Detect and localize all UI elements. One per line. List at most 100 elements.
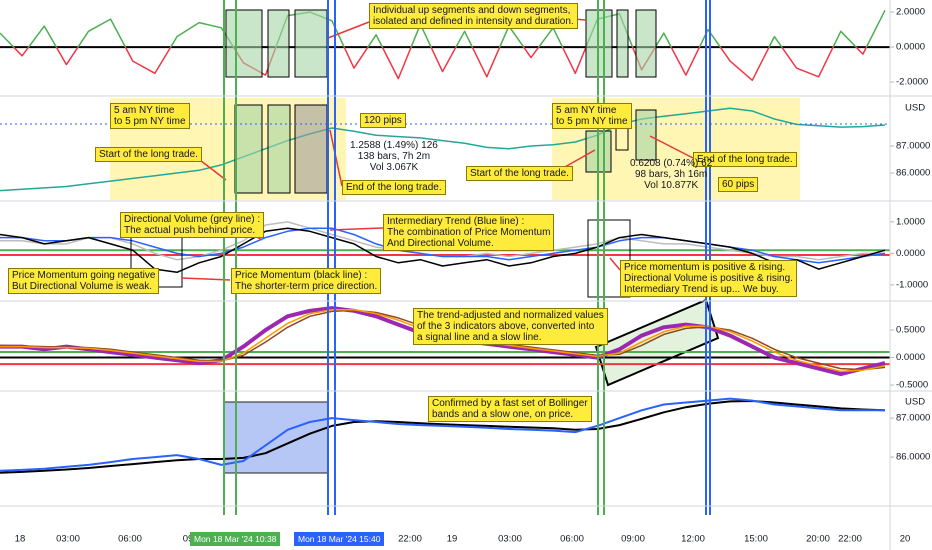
y-tick-label: 87.0000 bbox=[896, 413, 930, 424]
y-tick-label: 0.5000 bbox=[896, 325, 925, 336]
annotation-line: Vol 3.067K bbox=[369, 162, 419, 173]
annotation-line: The actual push behind price. bbox=[124, 225, 256, 236]
annotation: Price Momentum (black line) : The shorter… bbox=[231, 268, 382, 294]
annotation-line: of the 3 indicators above, converted int… bbox=[417, 321, 595, 332]
annotation: Individual up segments and down segments… bbox=[369, 3, 578, 29]
annotation: 5 am NY time to 5 pm NY time bbox=[110, 103, 190, 129]
annotation-line: bands and a slow one, on price. bbox=[432, 409, 574, 420]
x-tick-label: 09 bbox=[183, 534, 194, 545]
x-tick-label: 22:00 bbox=[398, 534, 422, 545]
annotation-line: 120 pips bbox=[364, 115, 402, 126]
annotation-line: Price Momentum (black line) : bbox=[235, 270, 368, 281]
annotation-line: The trend-adjusted and normalized values bbox=[417, 310, 604, 321]
annotation: Intermediary Trend (Blue line) : The comb… bbox=[383, 214, 555, 251]
exit-lines bbox=[327, 0, 711, 515]
annotation-line: isolated and defined in intensity and du… bbox=[373, 16, 574, 27]
box bbox=[635, 9, 657, 78]
x-tick-label: 09:00 bbox=[621, 534, 645, 545]
y-tick-label: 1.0000 bbox=[896, 216, 925, 227]
annotation-line: Directional Volume (grey line) : bbox=[124, 214, 261, 225]
x-tick-label: 20 bbox=[900, 534, 911, 545]
y-tick-label: 0.0000 bbox=[896, 248, 925, 259]
box bbox=[616, 9, 629, 78]
annotation-line: Start of the long trade. bbox=[470, 168, 569, 179]
annotation: End of the long trade. bbox=[342, 180, 446, 195]
series-line bbox=[0, 107, 886, 192]
annotation-line: The shorter-term price direction. bbox=[235, 281, 378, 292]
channel-box bbox=[594, 298, 720, 387]
annotation-line: Vol 10.877K bbox=[644, 180, 699, 191]
x-tick-label: 06:00 bbox=[118, 534, 142, 545]
x-tick-label: 06:00 bbox=[560, 534, 584, 545]
series-line bbox=[0, 227, 886, 274]
annotation: Price Momentum going negative But Directi… bbox=[8, 268, 160, 294]
y-tick-label: 87.0000 bbox=[896, 141, 930, 152]
y-tick-label: 0.0000 bbox=[896, 352, 925, 363]
box bbox=[267, 9, 290, 78]
box bbox=[635, 109, 657, 161]
annotation-line: But Directional Volume is weak. bbox=[12, 281, 153, 292]
box bbox=[234, 104, 263, 194]
series-line bbox=[0, 9, 886, 82]
annotation-line: 98 bars, 3h 16m bbox=[635, 169, 708, 180]
annotation-line: Intermediary Trend is up... We buy. bbox=[624, 284, 779, 295]
box bbox=[267, 104, 291, 194]
annotation-line: 5 am NY time bbox=[556, 105, 617, 116]
x-tick-label: 22:00 bbox=[838, 534, 862, 545]
x-tick-label: 03:00 bbox=[498, 534, 522, 545]
annotation-line: Price Momentum going negative bbox=[12, 270, 156, 281]
y-tick-label: -2.0000 bbox=[896, 77, 928, 88]
y-tick-label: 2.0000 bbox=[896, 7, 925, 18]
series-line bbox=[0, 400, 886, 474]
annotation-line: 0.6208 (0.74%) 62 bbox=[630, 158, 713, 169]
axis-unit: USD bbox=[905, 103, 925, 114]
annotation: Price momentum is positive & rising. Dire… bbox=[620, 260, 797, 297]
y-tick-label: 86.0000 bbox=[896, 168, 930, 179]
x-tick-label: 18 bbox=[15, 534, 26, 545]
crosshair-label: Mon 18 Mar '24 10:38 bbox=[190, 532, 281, 546]
x-tick-label: 19 bbox=[447, 534, 458, 545]
series-line bbox=[0, 397, 885, 472]
box bbox=[294, 104, 328, 194]
annotation-line: Start of the long trade. bbox=[99, 149, 198, 160]
annotation: Confirmed by a fast set of Bollinger band… bbox=[428, 396, 592, 422]
annotation: End of the long trade. bbox=[693, 152, 797, 167]
box bbox=[587, 219, 631, 298]
annotation-line: Directional Volume is positive & rising. bbox=[624, 273, 793, 284]
annotation-line: 5 am NY time bbox=[114, 105, 175, 116]
annotation-line: Individual up segments and down segments… bbox=[373, 5, 571, 16]
axis-unit: USD bbox=[905, 397, 925, 408]
x-tick-label: 12:00 bbox=[681, 534, 705, 545]
annotation-line: 138 bars, 7h 2m bbox=[357, 151, 431, 162]
annotation: Start of the long trade. bbox=[466, 166, 573, 181]
annotation: The trend-adjusted and normalized values… bbox=[413, 308, 608, 345]
annotation: Directional Volume (grey line) : The actu… bbox=[120, 212, 265, 238]
annotation: 120 pips bbox=[360, 113, 406, 128]
box bbox=[294, 9, 328, 78]
series-line bbox=[0, 227, 886, 264]
annotation-line: The combination of Price Momentum bbox=[387, 227, 551, 238]
x-tick-label: 15:00 bbox=[744, 534, 768, 545]
annotation-line: to 5 pm NY time bbox=[114, 116, 186, 127]
entry-lines bbox=[223, 0, 605, 515]
annotation-line: Intermediary Trend (Blue line) : bbox=[387, 216, 525, 227]
annotation-line: End of the long trade. bbox=[346, 182, 442, 193]
annotation: 1.2588 (1.49%) 126 138 bars, 7h 2m Vol 3.0… bbox=[350, 140, 438, 173]
annotation-line: 1.2588 (1.49%) 126 bbox=[350, 140, 438, 151]
annotation-line: 60 pips bbox=[722, 179, 755, 190]
annotation: Start of the long trade. bbox=[95, 147, 202, 162]
x-tick-label: 20:00 bbox=[806, 534, 830, 545]
box bbox=[225, 9, 263, 78]
annotation: 5 am NY time to 5 pm NY time bbox=[552, 103, 632, 129]
annotation-line: a signal line and a slow line. bbox=[417, 332, 542, 343]
y-tick-label: 0.0000 bbox=[896, 42, 925, 53]
annotation: 0.6208 (0.74%) 62 98 bars, 3h 16m Vol 10.8… bbox=[630, 158, 712, 191]
y-tick-label: -1.0000 bbox=[896, 279, 928, 290]
crosshair-label: Mon 18 Mar '24 15:40 bbox=[294, 532, 385, 546]
annotation-line: Confirmed by a fast set of Bollinger bbox=[432, 398, 588, 409]
y-tick-label: -0.5000 bbox=[896, 380, 928, 391]
annotation-line: to 5 pm NY time bbox=[556, 116, 628, 127]
